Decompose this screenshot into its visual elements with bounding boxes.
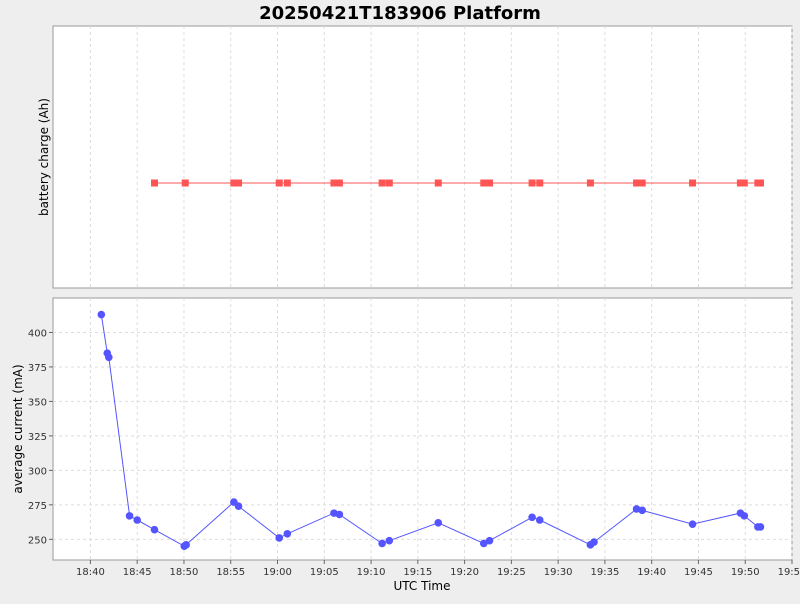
x-tick-label: 19:25 bbox=[497, 567, 526, 578]
y-tick-label: 350 bbox=[28, 397, 47, 408]
average-current-point bbox=[756, 523, 765, 531]
y-tick-label: 375 bbox=[28, 363, 47, 374]
x-tick-label: 19:00 bbox=[263, 567, 292, 578]
x-tick-label: 19:10 bbox=[357, 567, 386, 578]
average-current-point bbox=[150, 525, 159, 534]
y-tick-label: 325 bbox=[28, 432, 47, 443]
battery-charge-point bbox=[638, 179, 646, 187]
y-tick-label: 300 bbox=[28, 466, 47, 477]
average-current-point bbox=[485, 536, 494, 545]
battery-charge-point bbox=[235, 179, 243, 187]
battery-charge-point bbox=[480, 179, 488, 187]
battery-charge-point bbox=[378, 179, 386, 187]
battery-charge-series bbox=[150, 179, 765, 187]
x-tick-label: 18:45 bbox=[123, 567, 152, 578]
battery-charge-y-label: battery charge (Ah) bbox=[37, 98, 51, 216]
battery-charge-point bbox=[740, 179, 748, 187]
x-axis-label: UTC Time bbox=[394, 579, 451, 593]
average-current-point bbox=[638, 506, 646, 515]
average-current-point bbox=[434, 518, 443, 527]
battery-charge-point bbox=[586, 179, 594, 187]
chart-title: 20250421T183906 Platform bbox=[259, 3, 541, 24]
average-current-point bbox=[234, 502, 243, 511]
battery-charge-point bbox=[736, 179, 744, 187]
battery-charge-plot-area bbox=[52, 25, 793, 289]
battery-charge-point bbox=[385, 179, 393, 187]
average-current-plot-area bbox=[52, 297, 793, 561]
x-tick-label: 19:30 bbox=[544, 567, 573, 578]
time-x-ticks: 18:40 18:45 18:50 18:55 19:00 19:05 19:10 19:15… bbox=[76, 560, 800, 578]
average-current-point bbox=[105, 353, 113, 362]
battery-charge-point bbox=[757, 179, 765, 187]
average-current-point bbox=[740, 512, 749, 520]
average-current-point bbox=[125, 512, 134, 520]
average-current-point bbox=[283, 530, 292, 538]
x-tick-label: 19:40 bbox=[637, 567, 666, 578]
battery-charge-point bbox=[486, 179, 494, 187]
average-current-point bbox=[97, 310, 106, 319]
average-current-point bbox=[182, 541, 190, 549]
x-tick-label: 19:05 bbox=[310, 567, 339, 578]
x-tick-label: 18:55 bbox=[216, 567, 245, 578]
average-current-y-label: average current (mA) bbox=[11, 364, 25, 493]
x-tick-label: 19:50 bbox=[731, 567, 760, 578]
x-tick-label: 19:15 bbox=[403, 567, 432, 578]
battery-charge-point bbox=[536, 179, 544, 187]
average-current-point bbox=[535, 516, 544, 524]
average-current-point bbox=[275, 534, 284, 542]
average-current-point bbox=[385, 536, 394, 545]
x-tick-label: 19:45 bbox=[684, 567, 713, 578]
average-current-point bbox=[479, 539, 488, 548]
x-tick-label: 19:35 bbox=[590, 567, 619, 578]
average-current-y-ticks: 250 275 300 325 350 375 400 bbox=[28, 328, 53, 546]
x-tick-label: 18:50 bbox=[170, 567, 199, 578]
average-current-series bbox=[97, 310, 765, 551]
average-current-point bbox=[335, 510, 344, 519]
battery-charge-point bbox=[434, 179, 442, 187]
battery-charge-point bbox=[181, 179, 189, 187]
average-current-point bbox=[590, 538, 598, 546]
battery-charge-point bbox=[230, 179, 238, 187]
battery-charge-point bbox=[689, 179, 697, 187]
y-tick-label: 250 bbox=[28, 535, 47, 546]
average-current-point bbox=[688, 520, 697, 528]
x-tick-label: 19:20 bbox=[450, 567, 479, 578]
battery-charge-point bbox=[275, 179, 283, 187]
y-tick-label: 275 bbox=[28, 501, 47, 512]
x-tick-label: 18:40 bbox=[76, 567, 105, 578]
battery-charge-point bbox=[633, 179, 641, 187]
y-tick-label: 400 bbox=[28, 328, 47, 339]
battery-charge-subplot: battery charge (Ah) bbox=[37, 25, 793, 289]
battery-charge-point bbox=[528, 179, 536, 187]
average-current-point bbox=[133, 516, 141, 524]
average-current-point bbox=[528, 513, 536, 522]
average-current-point bbox=[378, 539, 386, 548]
battery-charge-point bbox=[283, 179, 291, 187]
battery-charge-point bbox=[150, 179, 158, 187]
battery-charge-point bbox=[330, 179, 338, 187]
battery-charge-gridlines bbox=[89, 26, 793, 288]
x-tick-label: 19:55 bbox=[778, 567, 800, 578]
battery-charge-point bbox=[335, 179, 343, 187]
